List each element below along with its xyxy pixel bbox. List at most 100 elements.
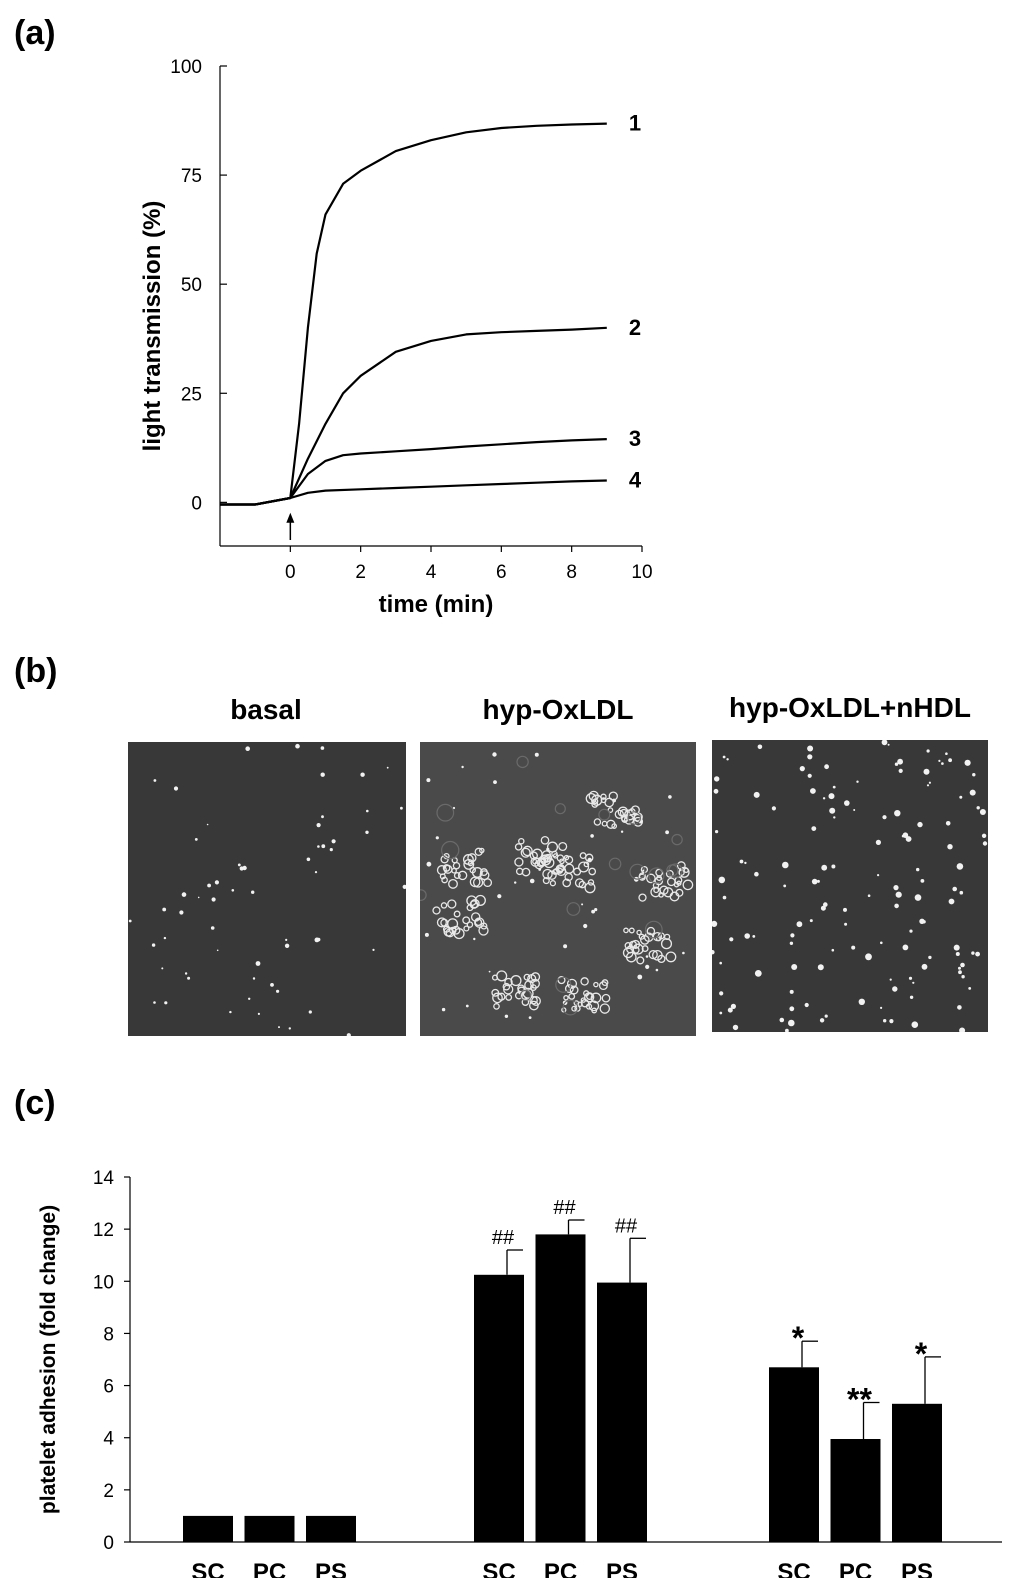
platelet-aggregate (591, 800, 599, 808)
platelet-aggregate (564, 984, 574, 994)
platelet-aggregate (633, 816, 644, 827)
platelet-aggregate (666, 877, 676, 887)
cell-outline (644, 920, 663, 939)
platelet-aggregate (573, 867, 582, 876)
platelet-dot (785, 1028, 789, 1032)
platelet-dot (824, 1014, 828, 1018)
platelet-aggregate (543, 853, 553, 863)
platelet-dot (452, 806, 456, 810)
platelet-dot (206, 823, 209, 826)
panel-label-b: (b) (14, 652, 58, 690)
platelet-dot (278, 1026, 280, 1029)
platelet-dot (248, 997, 251, 1000)
platelet-aggregate (559, 858, 565, 865)
platelet-dot (744, 861, 747, 865)
platelet-dot (321, 844, 326, 849)
significance-marker: ## (553, 1197, 576, 1219)
platelet-dot (867, 894, 871, 897)
micrograph-background (128, 742, 406, 1036)
platelet-dot (928, 781, 931, 784)
platelet-dot (722, 755, 726, 759)
platelet-aggregate (592, 798, 599, 805)
category-label: PC (253, 1559, 286, 1578)
platelet-dot (713, 788, 719, 794)
platelet-dot (880, 941, 883, 945)
platelet-dot (329, 848, 333, 852)
platelet-dot (945, 821, 951, 826)
platelet-dot (181, 892, 187, 897)
platelet-aggregate (591, 1007, 598, 1014)
platelet-dot (216, 949, 219, 952)
platelet-dot (719, 961, 722, 965)
platelet-dot (905, 836, 912, 842)
platelet-aggregate (607, 807, 614, 813)
platelet-dot (858, 998, 865, 1005)
platelet-dot (919, 918, 925, 924)
platelet-dot (753, 791, 760, 798)
platelet-dot (316, 823, 321, 828)
platelet-dot (959, 795, 963, 799)
platelet-aggregate (611, 823, 618, 829)
platelet-dot (898, 768, 903, 773)
platelet-dot (968, 987, 972, 990)
platelet-dot (955, 952, 960, 956)
platelet-aggregate (520, 847, 531, 858)
platelet-aggregate (601, 979, 609, 987)
platelet-dot (712, 950, 715, 955)
platelet-aggregate (665, 869, 674, 878)
platelet-dot (366, 809, 369, 813)
significance-marker: ** (847, 1382, 872, 1418)
platelet-aggregate (447, 899, 457, 909)
platelet-aggregate (563, 994, 569, 1001)
platelet-aggregate (636, 956, 645, 965)
platelet-aggregate (503, 984, 514, 995)
platelet-aggregate (491, 988, 500, 997)
platelet-aggregate (447, 918, 459, 930)
platelet-dot (889, 978, 892, 981)
bar-ps (306, 1515, 356, 1542)
platelet-dot (151, 943, 156, 947)
platelet-dot (889, 1019, 894, 1024)
platelet-aggregate (588, 867, 597, 876)
platelet-dot (832, 785, 836, 789)
platelet-aggregate (683, 867, 689, 874)
platelet-aggregate (638, 893, 647, 902)
platelet-aggregate (658, 891, 664, 898)
platelet-dot (321, 815, 324, 819)
category-label: PC (839, 1559, 872, 1578)
cell-outline (608, 857, 622, 871)
platelet-dot (917, 821, 923, 828)
platelet-aggregate (590, 992, 602, 1004)
platelet-dot (739, 859, 744, 864)
platelet-dot (316, 937, 321, 942)
platelet-aggregate (676, 861, 686, 871)
platelet-dot (823, 902, 828, 907)
category-label: SC (777, 1559, 810, 1578)
platelet-dot (528, 1016, 532, 1019)
platelet-aggregate (646, 873, 656, 884)
y-tick-label: 14 (93, 1168, 115, 1189)
platelet-dot (976, 806, 980, 810)
platelet-aggregate (529, 1000, 539, 1011)
bar-sc (769, 1367, 819, 1542)
platelet-dot (981, 833, 987, 838)
platelet-dot (590, 834, 594, 838)
category-label: PS (606, 1559, 638, 1578)
platelet-dot (207, 883, 211, 888)
platelet-aggregate (469, 866, 476, 874)
platelet-dot (581, 903, 584, 906)
platelet-aggregate (457, 870, 468, 881)
platelet-aggregate (583, 861, 590, 868)
platelet-dot (771, 806, 776, 811)
platelet-dot (843, 907, 847, 912)
platelet-dot (844, 800, 850, 806)
platelet-aggregate (588, 1000, 600, 1012)
platelet-aggregate (580, 977, 589, 986)
platelet-dot (435, 836, 439, 840)
cell-outline (516, 755, 529, 769)
platelet-dot (754, 871, 759, 877)
y-tick-label: 0 (103, 1533, 114, 1554)
y-tick-label: 100 (170, 57, 202, 78)
platelet-dot (844, 922, 848, 926)
platelet-dot (982, 841, 988, 846)
